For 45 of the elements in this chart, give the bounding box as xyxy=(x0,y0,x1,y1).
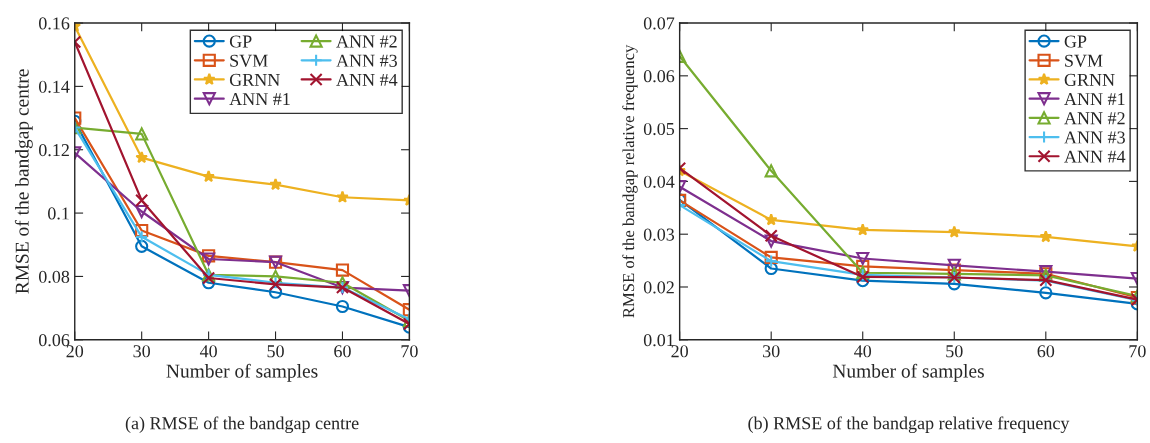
legend-label: ANN #1 xyxy=(1064,93,1125,105)
y-tick-label: 0.12 xyxy=(38,143,69,157)
x-axis-title: Number of samples xyxy=(832,363,984,382)
x-tick-label: 70 xyxy=(1129,345,1146,358)
y-tick-label: 0.07 xyxy=(643,17,675,30)
x-axis-title: Number of samples xyxy=(166,363,318,382)
legend-label: ANN #2 xyxy=(1064,112,1125,125)
legend-label: ANN #3 xyxy=(336,54,397,67)
legend-label: SVM xyxy=(230,54,268,67)
x-tick-label: 50 xyxy=(267,345,284,358)
y-tick-label: 0.14 xyxy=(38,80,70,93)
y-tick-label: 0.06 xyxy=(38,334,70,347)
y-tick-label: 0.05 xyxy=(643,122,675,136)
y-tick-label: 0.08 xyxy=(38,270,70,283)
legend-label: SVM xyxy=(1065,54,1103,67)
y-tick-label: 0.02 xyxy=(643,281,674,294)
x-tick-label: 20 xyxy=(66,345,84,358)
x-tick-label: 40 xyxy=(854,345,872,358)
y-tick-label: 0.06 xyxy=(643,70,675,83)
y-tick-label: 0.01 xyxy=(643,334,674,347)
legend-label: ANN #4 xyxy=(1064,150,1126,163)
legend-label: ANN #2 xyxy=(336,35,397,48)
legend-label: ANN #1 xyxy=(229,93,290,105)
y-axis-title: RMSE of the bandgap relative frequency xyxy=(622,44,638,318)
text: (a) RMSE of the bandgap centre xyxy=(125,416,359,434)
x-tick-label: 30 xyxy=(763,345,780,358)
x-tick-label: 50 xyxy=(946,345,963,358)
y-tick-label: 0.03 xyxy=(643,228,675,241)
y-axis-title: RMSE of the bandgap centre xyxy=(14,69,33,294)
x-tick-label: 60 xyxy=(1037,345,1055,358)
legend-label: GP xyxy=(229,35,252,48)
y-tick-label: 0.16 xyxy=(38,17,70,30)
legend-label: ANN #4 xyxy=(336,73,398,86)
x-tick-label: 40 xyxy=(199,345,217,358)
legend-label: GRNN xyxy=(1064,73,1115,86)
x-tick-label: 60 xyxy=(334,345,351,358)
text: (b) RMSE of the bandgap relative frequency xyxy=(748,416,1070,434)
x-tick-label: 30 xyxy=(133,345,151,358)
legend-label: ANN #3 xyxy=(1064,131,1125,144)
x-tick-label: 20 xyxy=(671,345,688,358)
legend-label: GP xyxy=(1064,35,1087,48)
legend-label: GRNN xyxy=(229,73,280,86)
y-tick-label: 0.04 xyxy=(643,175,675,188)
y-tick-label: 0.1 xyxy=(48,207,69,220)
x-tick-label: 70 xyxy=(401,345,418,358)
